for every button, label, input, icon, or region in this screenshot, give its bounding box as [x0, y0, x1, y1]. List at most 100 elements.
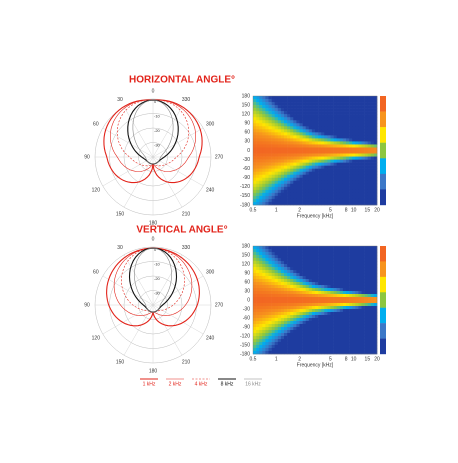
- heatmap-cell: [302, 252, 306, 256]
- heatmap-cell: [265, 117, 269, 121]
- heatmap-cell: [287, 285, 291, 289]
- heatmap-cell: [318, 129, 322, 133]
- heatmap-cell: [265, 198, 269, 203]
- heatmap-cell: [327, 255, 331, 259]
- heatmap-cell: [299, 339, 303, 343]
- heatmap-cell: [342, 252, 347, 256]
- heatmap-cell: [274, 159, 279, 163]
- polar-angle-label: 240: [206, 335, 215, 341]
- heatmap-cell: [358, 153, 362, 157]
- heatmap-cell: [352, 273, 356, 277]
- heatmap-cell: [330, 300, 334, 304]
- heatmap-cell: [293, 159, 297, 163]
- heatmap-cell: [311, 315, 316, 319]
- heatmap-cell: [349, 189, 353, 194]
- heatmap-cell: [358, 126, 362, 130]
- heatmap-cell: [262, 150, 266, 154]
- heatmap-cell: [318, 270, 322, 274]
- heatmap-cell: [364, 249, 368, 253]
- heatmap-cell: [271, 318, 275, 322]
- heatmap-cell: [290, 270, 294, 274]
- heatmap-cell: [364, 246, 368, 250]
- heatmap-cell: [274, 312, 279, 316]
- heatmap-cell: [274, 330, 279, 334]
- heatmap-cell: [358, 324, 362, 328]
- heatmap-cell: [355, 351, 359, 355]
- heatmap-cell: [302, 102, 306, 106]
- heatmap-cell: [271, 144, 275, 148]
- heatmap-cell: [274, 291, 279, 295]
- heatmap-cell: [355, 135, 359, 139]
- heatmap-cell: [318, 327, 322, 331]
- heatmap-cell: [268, 144, 272, 148]
- heatmap-cell: [299, 129, 303, 133]
- heatmap-cell: [367, 159, 372, 163]
- heatmap-cell: [262, 249, 266, 253]
- heatmap-cell: [361, 177, 365, 182]
- heatmap-cell: [268, 126, 272, 130]
- heatmap-cell: [268, 315, 272, 319]
- heatmap-cell: [302, 336, 306, 340]
- heatmap-cell: [290, 96, 294, 100]
- heatmap-cell: [370, 153, 375, 157]
- heatmap-x-label: 8: [345, 356, 348, 362]
- heatmap-cell: [358, 351, 362, 355]
- heatmap-cell: [299, 327, 303, 331]
- heatmap-cell: [290, 246, 294, 250]
- heatmap-cell: [268, 276, 272, 280]
- heatmap-cell: [284, 249, 288, 253]
- heatmap-cell: [305, 294, 310, 298]
- heatmap-cell: [315, 174, 319, 179]
- heatmap-cell: [280, 300, 285, 304]
- heatmap-cell: [280, 156, 285, 160]
- heatmap-cell: [339, 114, 344, 118]
- heatmap-cell: [330, 135, 334, 139]
- heatmap-cell: [370, 123, 375, 127]
- heatmap-cell: [277, 342, 282, 346]
- heatmap-cell: [358, 201, 362, 206]
- polar-level-label: -20: [154, 276, 161, 281]
- heatmap-cell: [262, 126, 266, 130]
- heatmap-cell: [324, 153, 328, 157]
- heatmap-cell: [364, 348, 368, 352]
- heatmap-cell: [367, 129, 372, 133]
- heatmap-cell: [311, 324, 316, 328]
- heatmap-x-label: 1: [275, 207, 278, 213]
- heatmap-cell: [358, 306, 362, 310]
- heatmap-cell: [262, 102, 266, 106]
- heatmap-cell: [302, 165, 306, 169]
- heatmap-cell: [346, 300, 350, 304]
- heatmap-cell: [299, 264, 303, 268]
- heatmap-cell: [311, 132, 316, 136]
- heatmap-cell: [333, 264, 337, 268]
- heatmap-cell: [373, 297, 378, 301]
- heatmap-cell: [308, 102, 313, 106]
- heatmap-cell: [336, 186, 341, 191]
- heatmap-cell: [352, 99, 356, 103]
- heatmap-cell: [373, 138, 378, 142]
- heatmap-cell: [324, 108, 328, 112]
- heatmap-cell: [318, 150, 322, 154]
- heatmap-cell: [280, 324, 285, 328]
- heatmap-cell: [302, 117, 306, 121]
- heatmap-cell: [293, 153, 297, 157]
- heatmap-cell: [327, 330, 331, 334]
- heatmap-cell: [299, 201, 303, 206]
- heatmap-cell: [299, 168, 303, 172]
- heatmap-cell: [259, 147, 263, 151]
- heatmap-cell: [256, 108, 260, 112]
- heatmap-cell: [364, 342, 368, 346]
- heatmap-cell: [367, 171, 372, 176]
- heatmap-cell: [280, 291, 285, 295]
- heatmap-cell: [299, 177, 303, 182]
- heatmap-cell: [296, 168, 300, 172]
- heatmap-cell: [349, 153, 353, 157]
- heatmap-cell: [284, 99, 288, 103]
- heatmap-cell: [274, 309, 279, 313]
- heatmap-cell: [318, 171, 322, 176]
- colorbar-segment: [380, 142, 386, 159]
- heatmap-cell: [311, 195, 316, 200]
- heatmap-cell: [271, 153, 275, 157]
- heatmap-cell: [305, 324, 310, 328]
- heatmap-cell: [268, 348, 272, 352]
